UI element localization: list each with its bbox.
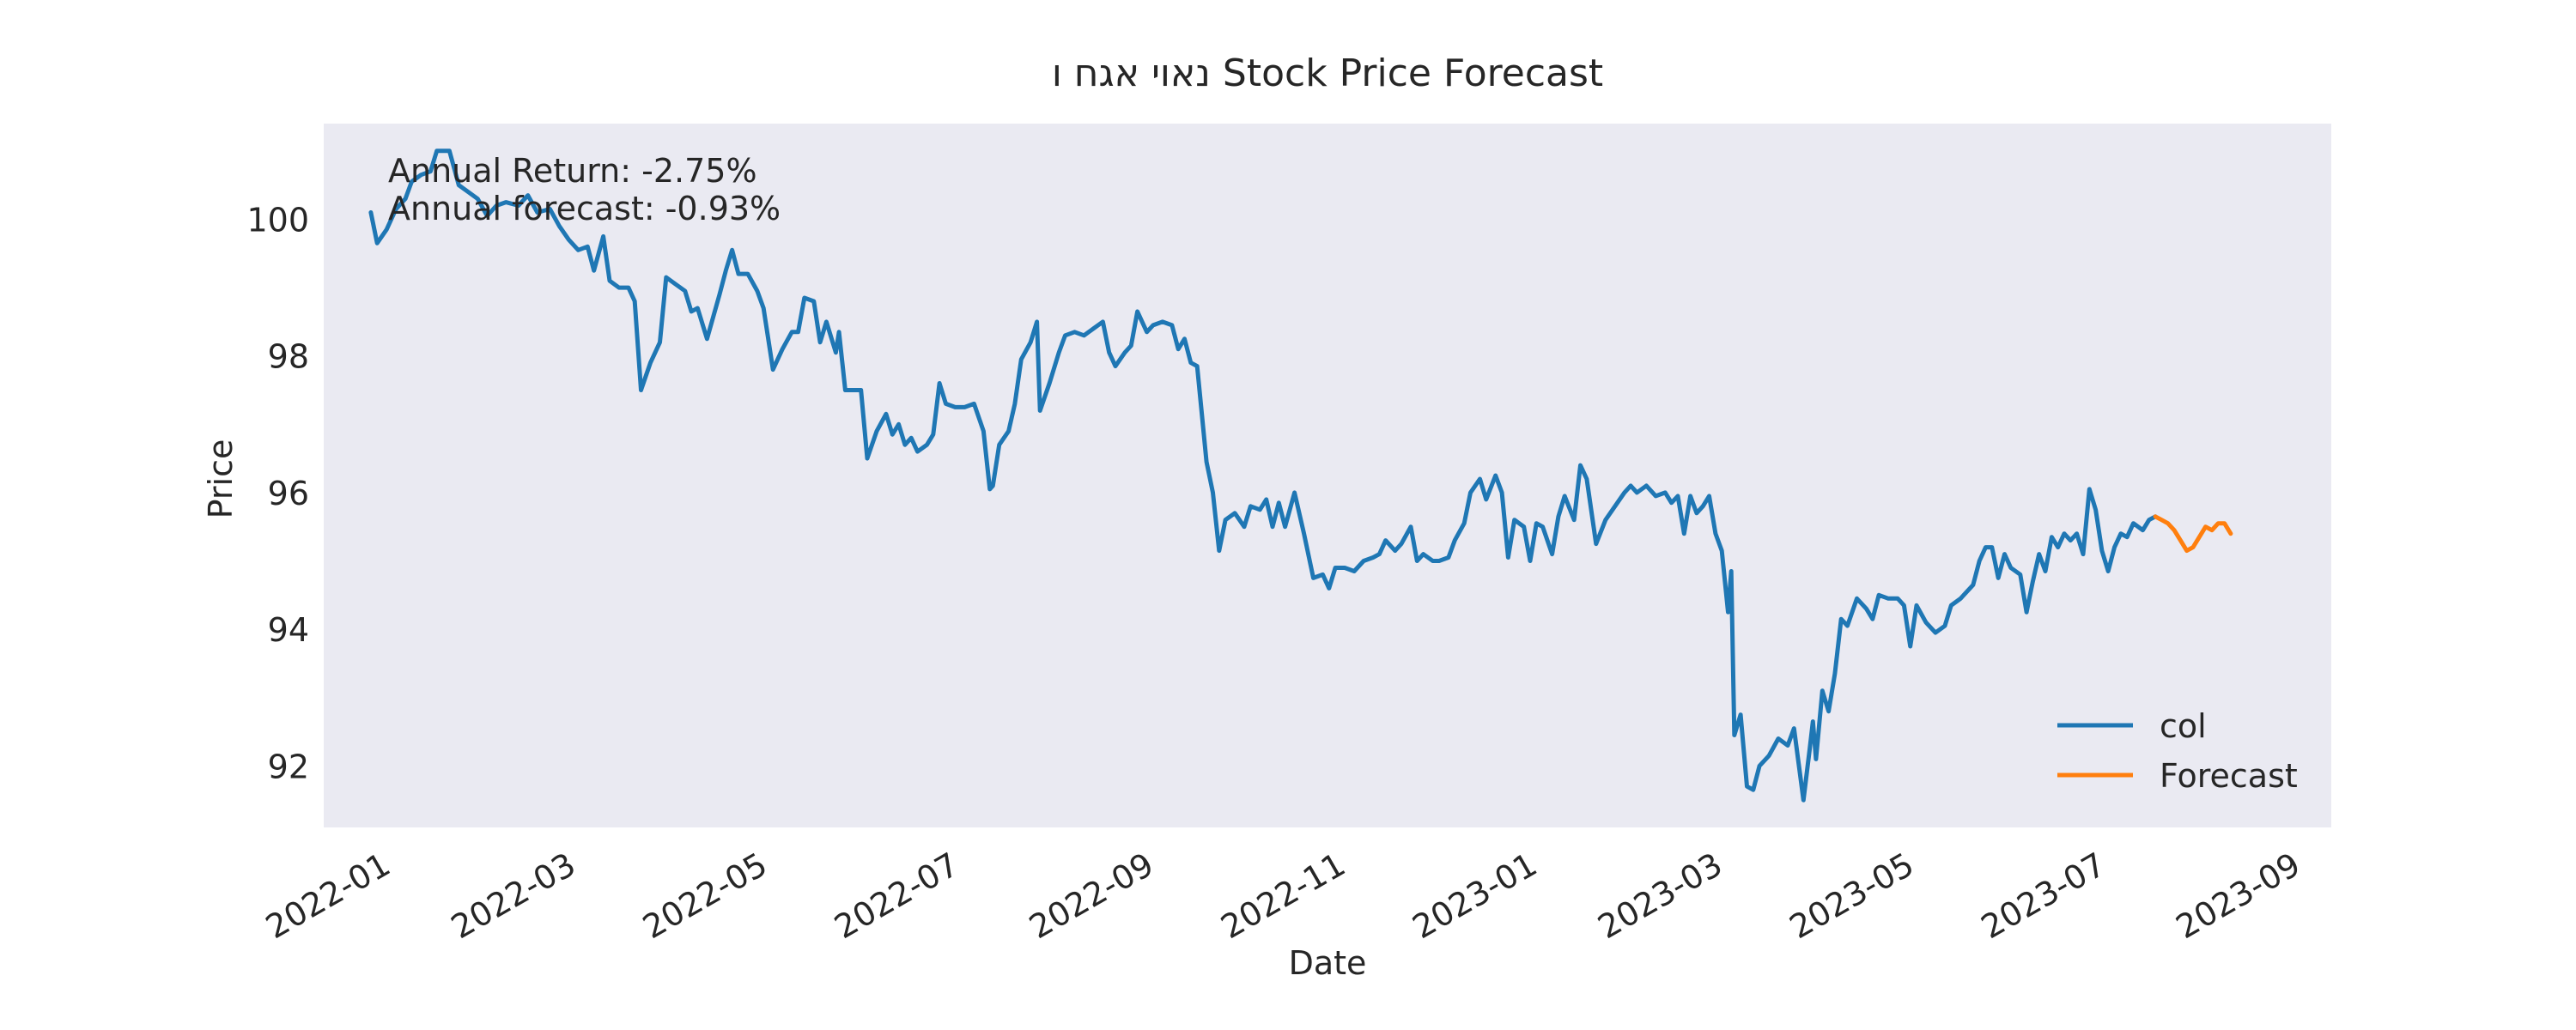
- x-tick-label: 2022-07: [828, 845, 965, 946]
- x-tick-label: 2023-05: [1783, 845, 1921, 946]
- legend: col Forecast: [2057, 707, 2298, 795]
- series-lines: [368, 148, 2233, 803]
- y-tick-label: 94: [268, 611, 309, 649]
- annual-forecast-annotation: Annual forecast: -0.93%: [388, 190, 781, 227]
- y-tick-label: 96: [268, 475, 309, 512]
- x-tick-label: 2022-05: [636, 845, 774, 946]
- x-axis-label: Date: [1289, 944, 1367, 982]
- y-tick-labels: 92 94 96 98 100: [246, 201, 309, 785]
- x-tick-label: 2023-09: [2170, 845, 2307, 946]
- x-tick-label: 2022-03: [445, 845, 582, 946]
- x-tick-labels: 2022-01 2022-03 2022-05 2022-07 2022-09 2022-…: [259, 845, 2306, 946]
- legend-label-col: col: [2160, 707, 2207, 745]
- plot-area: [324, 124, 2331, 827]
- forecast-line: [2153, 514, 2233, 554]
- x-tick-label: 2022-09: [1023, 845, 1160, 946]
- legend-label-forecast: Forecast: [2160, 757, 2298, 795]
- price-history-line: [368, 148, 2158, 803]
- y-axis-label: Price: [202, 439, 240, 519]
- x-tick-label: 2023-03: [1592, 845, 1729, 946]
- x-tick-label: 2023-07: [1975, 845, 2112, 946]
- chart-title: נאוי אגח ו Stock Price Forecast: [1052, 52, 1603, 95]
- y-tick-label: 100: [246, 201, 309, 239]
- x-tick-label: 2022-01: [259, 845, 397, 946]
- x-tick-label: 2022-11: [1214, 845, 1352, 946]
- y-tick-label: 92: [268, 748, 309, 785]
- x-tick-label: 2023-01: [1406, 845, 1544, 946]
- y-tick-label: 98: [268, 338, 309, 376]
- annual-return-annotation: Annual Return: -2.75%: [388, 152, 757, 190]
